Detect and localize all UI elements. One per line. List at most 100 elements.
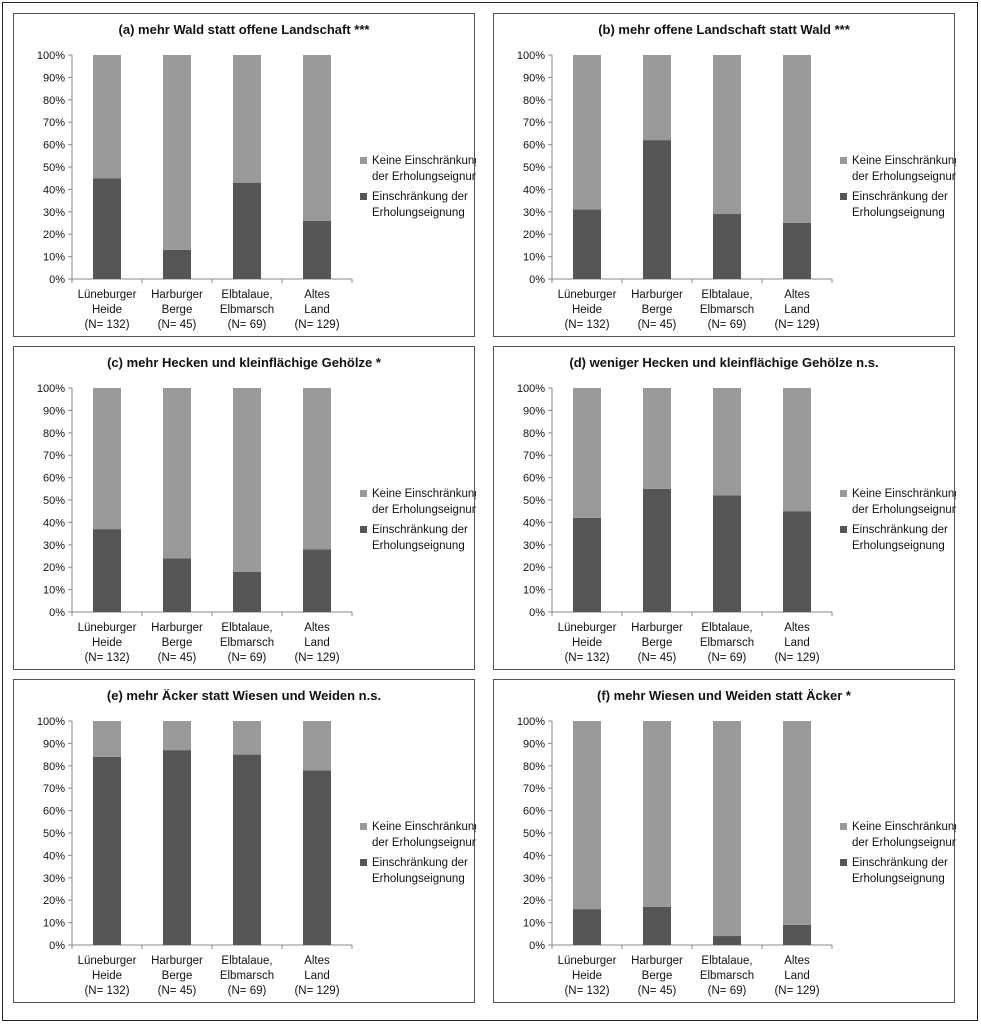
chart-title: (b) mehr offene Landschaft statt Wald **… — [598, 22, 850, 37]
y-tick-label: 90% — [43, 738, 65, 750]
bar-einschraenkung — [303, 549, 331, 612]
y-tick-label: 50% — [43, 162, 65, 174]
x-category-label: Harburger — [151, 955, 203, 967]
x-category-label: Heide — [92, 970, 122, 982]
y-tick-label: 70% — [523, 450, 545, 462]
legend-einschraenkung-swatch — [360, 859, 367, 866]
x-category-label: Elbmarsch — [220, 637, 274, 649]
y-tick-label: 40% — [43, 517, 65, 529]
bar-keine-einschraenkung — [233, 55, 261, 183]
y-tick-label: 90% — [523, 72, 545, 84]
legend-keine-swatch — [840, 823, 847, 830]
y-tick-label: 20% — [523, 229, 545, 241]
chart-panel-a: (a) mehr Wald statt offene Landschaft **… — [13, 13, 476, 337]
y-tick-label: 80% — [523, 428, 545, 440]
chart-svg: 0% 10% 20% 30% 40% 50% 60% 70% 80% 90% 100% Lünebur… — [37, 383, 476, 664]
bar-keine-einschraenkung — [233, 388, 261, 572]
legend-keine-swatch — [360, 490, 367, 497]
y-tick-label: 100% — [37, 716, 65, 728]
x-category-label: (N= 45) — [638, 652, 677, 664]
y-tick-label: 50% — [43, 828, 65, 840]
y-tick-label: 10% — [43, 585, 65, 597]
bar-einschraenkung — [713, 214, 741, 279]
legend-einschraenkung-text: Erholungseignung — [852, 873, 945, 885]
x-category-label: (N= 69) — [708, 652, 747, 664]
legend-keine-text: Keine Einschränkung — [372, 821, 476, 833]
y-tick-label: 70% — [523, 783, 545, 795]
x-category-label: Elbtalaue, — [701, 622, 752, 634]
y-tick-label: 70% — [43, 117, 65, 129]
bar-keine-einschraenkung — [713, 388, 741, 496]
x-category-label: Altes — [304, 955, 330, 967]
x-category-label: (N= 132) — [564, 652, 609, 664]
bar-keine-einschraenkung — [713, 55, 741, 215]
legend-keine-text: der Erholungseignung — [372, 171, 476, 183]
y-tick-label: 90% — [523, 738, 545, 750]
bar-keine-einschraenkung — [303, 55, 331, 221]
legend-einschraenkung-text: Einschränkung der — [852, 524, 948, 536]
legend-keine-text: Keine Einschränkung — [852, 488, 956, 500]
x-category-label: Berge — [642, 304, 673, 316]
x-category-label: (N= 129) — [774, 985, 819, 997]
bar-einschraenkung — [93, 529, 121, 612]
legend-einschraenkung-text: Erholungseignung — [372, 207, 465, 219]
bar-einschraenkung — [783, 511, 811, 612]
x-category-label: (N= 45) — [638, 985, 677, 997]
x-category-label: (N= 132) — [564, 319, 609, 331]
chart-title: (e) mehr Äcker statt Wiesen und Weiden n… — [106, 688, 382, 703]
y-tick-label: 0% — [529, 940, 545, 952]
bar-einschraenkung — [783, 223, 811, 279]
y-tick-label: 10% — [523, 585, 545, 597]
x-category-label: Elbmarsch — [700, 970, 754, 982]
y-tick-label: 40% — [523, 517, 545, 529]
chart-svg: 0% 10% 20% 30% 40% 50% 60% 70% 80% 90% 100% Lünebur… — [517, 50, 956, 331]
y-tick-label: 0% — [49, 607, 65, 619]
x-category-label: Lüneburger — [558, 955, 617, 967]
y-tick-label: 60% — [43, 140, 65, 152]
x-category-label: (N= 129) — [294, 985, 339, 997]
bar-einschraenkung — [783, 924, 811, 945]
x-category-label: (N= 69) — [228, 652, 267, 664]
chart-title: (d) weniger Hecken und kleinflächige Geh… — [569, 355, 879, 370]
legend-keine-text: der Erholungseignung — [852, 171, 956, 183]
y-tick-label: 0% — [529, 607, 545, 619]
legend-einschraenkung-swatch — [360, 193, 367, 200]
x-category-label: Lüneburger — [78, 955, 137, 967]
x-category-label: Lüneburger — [78, 622, 137, 634]
x-category-label: Heide — [572, 304, 602, 316]
x-category-label: Altes — [784, 289, 810, 301]
legend-einschraenkung-text: Erholungseignung — [852, 207, 945, 219]
y-tick-label: 30% — [43, 873, 65, 885]
x-category-label: (N= 129) — [294, 319, 339, 331]
bar-einschraenkung — [163, 558, 191, 612]
chart-svg: 0% 10% 20% 30% 40% 50% 60% 70% 80% 90% 100% Lünebur… — [37, 50, 476, 331]
x-category-label: Elbmarsch — [700, 304, 754, 316]
legend-einschraenkung-swatch — [840, 526, 847, 533]
bar-keine-einschraenkung — [643, 55, 671, 141]
legend-keine-swatch — [840, 157, 847, 164]
y-tick-label: 90% — [523, 405, 545, 417]
x-category-label: Lüneburger — [558, 622, 617, 634]
bar-keine-einschraenkung — [643, 721, 671, 907]
y-tick-label: 30% — [43, 207, 65, 219]
y-tick-label: 60% — [523, 806, 545, 818]
chart-title: (c) mehr Hecken und kleinflächige Gehölz… — [107, 355, 381, 370]
chart-title: (f) mehr Wiesen und Weiden statt Äcker * — [597, 688, 851, 703]
legend-keine-swatch — [840, 490, 847, 497]
bar-einschraenkung — [233, 754, 261, 945]
y-tick-label: 0% — [529, 274, 545, 286]
legend-einschraenkung-text: Einschränkung der — [852, 857, 948, 869]
y-tick-label: 100% — [37, 50, 65, 62]
chart-svg: 0% 10% 20% 30% 40% 50% 60% 70% 80% 90% 100% Lünebur… — [37, 716, 476, 997]
chart-panel-d: (d) weniger Hecken und kleinflächige Geh… — [493, 346, 956, 670]
legend-keine-text: Keine Einschränkung — [372, 155, 476, 167]
x-category-label: Harburger — [151, 622, 203, 634]
y-tick-label: 0% — [49, 274, 65, 286]
y-tick-label: 30% — [523, 207, 545, 219]
x-category-label: Lüneburger — [558, 289, 617, 301]
y-tick-label: 40% — [43, 184, 65, 196]
chart-panel-b: (b) mehr offene Landschaft statt Wald **… — [493, 13, 956, 337]
bar-einschraenkung — [163, 249, 191, 279]
x-category-label: Land — [304, 970, 330, 982]
